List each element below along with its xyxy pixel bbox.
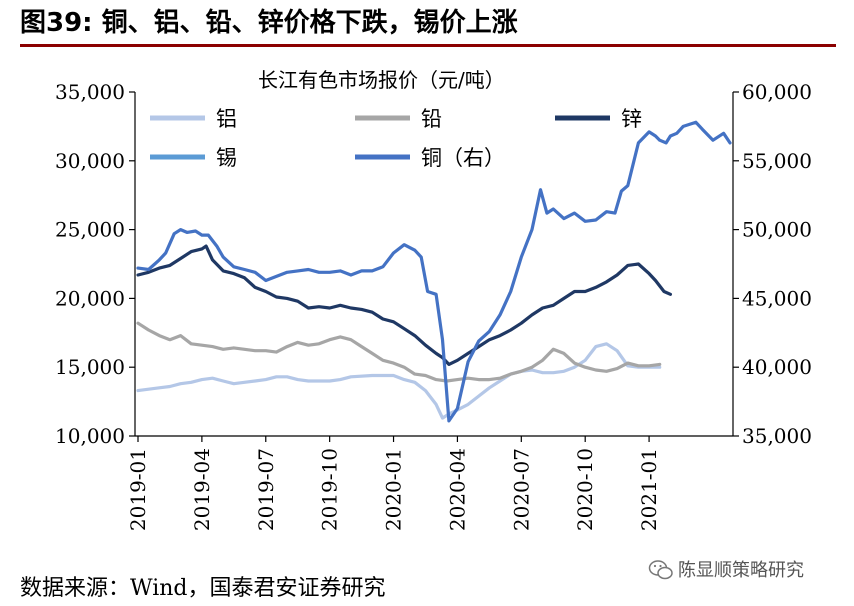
- x-tick-label: 2020-07: [509, 448, 533, 531]
- legend-label: 铝: [216, 107, 237, 131]
- x-tick-label: 2020-04: [445, 448, 469, 531]
- series-line: [136, 342, 662, 420]
- left-tick-label: 30,000: [55, 149, 125, 173]
- title-rule: [20, 44, 836, 47]
- watermark-text: 陈显顺策略研究: [678, 560, 804, 581]
- legend-label: 锌: [621, 107, 642, 131]
- legend-label: 铜（右）: [421, 146, 505, 170]
- x-tick-label: 2019-10: [318, 448, 342, 531]
- left-tick-label: 35,000: [55, 80, 125, 104]
- chart: 10,000 15,000 20,000 25,000 30,000 35,000 35,…: [55, 68, 812, 531]
- series-line: [136, 244, 673, 366]
- x-tick-label: 2019-07: [254, 448, 278, 531]
- x-tick-label: 2020-01: [382, 448, 406, 531]
- left-tick-label: 15,000: [55, 355, 125, 379]
- figure-title: 图39: 铜、铝、铅、锌价格下跌，锡价上涨: [20, 8, 518, 38]
- right-tick-label: 55,000: [742, 149, 812, 173]
- chart-title: 长江有色市场报价（元/吨）: [258, 68, 505, 92]
- right-tick-label: 45,000: [742, 286, 812, 310]
- left-tick-label: 25,000: [55, 218, 125, 242]
- x-tick-label: 2020-10: [573, 448, 597, 531]
- axes: [134, 92, 734, 437]
- series-layer: [136, 120, 732, 423]
- legend: 铝 铅 锌锡 铜（右）: [150, 107, 642, 170]
- right-tick-label: 35,000: [742, 424, 812, 448]
- x-tick-label: 2021-01: [637, 448, 661, 531]
- series-line: [136, 120, 732, 423]
- right-tick-label: 40,000: [742, 355, 812, 379]
- x-tick-label: 2019-04: [190, 448, 214, 531]
- right-y-ticks: 35,000 40,000 45,000 50,000 55,000 60,000: [733, 80, 812, 448]
- left-tick-label: 10,000: [55, 424, 125, 448]
- series-line: [136, 321, 662, 383]
- source-note: 数据来源：Wind，国泰君安证券研究: [20, 576, 386, 601]
- left-y-ticks: 10,000 15,000 20,000 25,000 30,000 35,000: [55, 80, 135, 448]
- legend-label: 锡: [216, 146, 237, 170]
- x-tick-label: 2019-01: [126, 448, 150, 531]
- watermark: 陈显顺策略研究: [648, 556, 804, 582]
- x-ticks: 2019-01 2019-04 2019-07 2019-10 2020-01 2020-…: [126, 436, 661, 531]
- legend-label: 铅: [421, 107, 442, 131]
- right-tick-label: 50,000: [742, 218, 812, 242]
- left-tick-label: 20,000: [55, 286, 125, 310]
- wechat-icon: [648, 560, 673, 580]
- right-tick-label: 60,000: [742, 80, 812, 104]
